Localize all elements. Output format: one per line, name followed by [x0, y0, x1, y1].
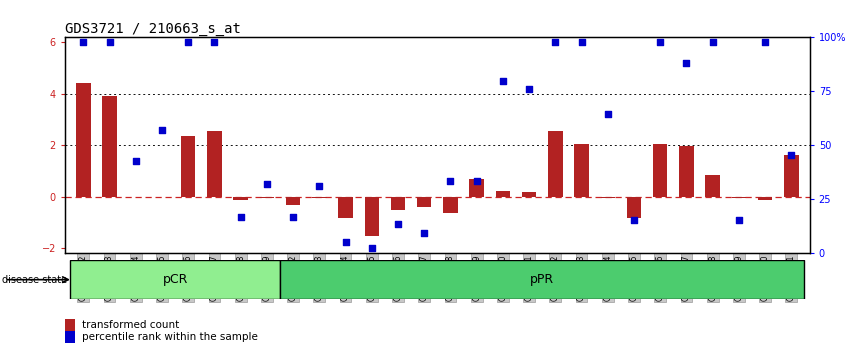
Bar — [522, 193, 536, 196]
Bar — [601, 196, 615, 198]
Bar — [339, 196, 352, 218]
Text: disease state: disease state — [2, 275, 67, 285]
Bar — [181, 136, 196, 196]
Point — [313, 183, 326, 189]
Point — [653, 40, 667, 45]
Point — [496, 78, 510, 84]
Bar — [758, 196, 772, 200]
Bar — [574, 144, 589, 196]
Bar — [732, 196, 746, 198]
Bar — [70, 260, 280, 299]
Bar — [280, 260, 805, 299]
Point — [391, 221, 405, 226]
Bar — [469, 179, 484, 196]
Point — [706, 40, 720, 45]
Bar — [234, 196, 248, 200]
Point — [286, 214, 300, 219]
Bar — [653, 144, 668, 196]
Bar — [548, 131, 563, 196]
Point — [759, 40, 772, 45]
Text: transformed count: transformed count — [82, 320, 179, 330]
Point — [339, 240, 352, 245]
Point — [260, 181, 274, 187]
Bar — [102, 96, 117, 196]
Point — [234, 214, 248, 220]
Bar — [312, 196, 326, 198]
Bar — [706, 176, 720, 196]
Point — [469, 178, 483, 183]
Point — [417, 230, 431, 236]
Bar — [679, 147, 694, 196]
Text: pPR: pPR — [530, 273, 554, 286]
Bar — [443, 196, 457, 213]
Point — [601, 112, 615, 117]
Point — [785, 152, 798, 158]
Bar — [365, 196, 379, 236]
Bar — [286, 196, 301, 205]
Bar — [417, 196, 431, 207]
Text: percentile rank within the sample: percentile rank within the sample — [82, 332, 258, 342]
Bar — [260, 196, 274, 198]
Point — [627, 217, 641, 223]
Text: pCR: pCR — [163, 273, 188, 286]
Bar — [391, 196, 405, 210]
Point — [680, 60, 694, 66]
Point — [155, 127, 169, 132]
Point — [732, 217, 746, 223]
Point — [548, 40, 562, 45]
Bar — [784, 155, 798, 196]
Bar — [207, 131, 222, 196]
Bar — [495, 191, 510, 196]
Point — [575, 40, 589, 45]
Text: GDS3721 / 210663_s_at: GDS3721 / 210663_s_at — [65, 22, 241, 36]
Point — [208, 40, 222, 45]
Point — [181, 40, 195, 45]
Bar — [627, 196, 641, 218]
Point — [102, 40, 116, 45]
Point — [76, 40, 90, 45]
Point — [365, 245, 378, 251]
Point — [129, 158, 143, 164]
Bar — [76, 84, 91, 196]
Point — [522, 86, 536, 91]
Point — [443, 178, 457, 184]
